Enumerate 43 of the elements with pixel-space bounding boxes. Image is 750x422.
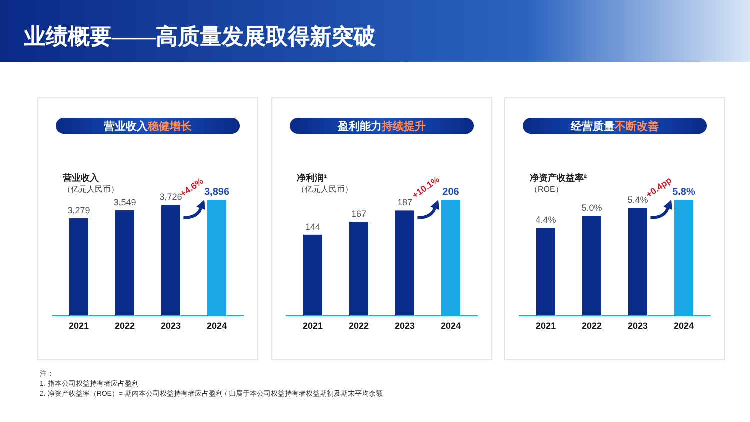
data-label: 5.8% (672, 187, 696, 198)
bar (304, 234, 322, 316)
x-tick-label: 2024 (206, 321, 228, 331)
bar (582, 216, 602, 316)
chart-title: 经营质量不断改善 (570, 120, 659, 133)
x-tick-label: 2023 (160, 321, 182, 331)
x-tick-label: 2023 (394, 321, 416, 331)
chart-title: 营业收入稳健增长 (103, 120, 193, 133)
data-label: 5.0% (582, 203, 602, 213)
chart-subtitle: （亿元人民币） (297, 185, 353, 194)
y-axis-title: 净资产收益率² (530, 173, 587, 183)
bar (116, 210, 134, 316)
chart-subtitle: （ROE） (530, 185, 564, 194)
data-label: 206 (442, 187, 460, 198)
x-tick-label: 2024 (440, 321, 462, 331)
data-label: 3,279 (68, 205, 90, 216)
data-label: 3,896 (204, 187, 230, 198)
data-label: 5.4% (628, 195, 648, 205)
x-tick-label: 2022 (114, 321, 136, 331)
x-tick-label: 2021 (536, 321, 556, 331)
bar (70, 218, 88, 316)
x-tick-label: 2022 (348, 321, 370, 331)
x-tick-label: 2022 (582, 321, 602, 331)
bar (350, 222, 368, 316)
x-tick-label: 2021 (68, 321, 90, 331)
bar (628, 208, 648, 316)
data-label: 3,549 (114, 197, 136, 208)
x-tick-label: 2021 (302, 321, 324, 331)
data-label: 167 (351, 208, 367, 219)
bar (536, 228, 556, 316)
data-label: 187 (397, 198, 413, 208)
y-axis-title: 营业收入 (62, 173, 100, 183)
data-label: 3,726 (160, 192, 182, 202)
chart-title: 盈利能力持续提升 (337, 120, 426, 133)
bar (162, 205, 180, 316)
y-axis-title: 净利润¹ (297, 173, 327, 183)
data-label: 144 (305, 222, 321, 232)
x-tick-label: 2024 (674, 321, 694, 331)
bar (396, 210, 414, 316)
text: 业绩概要——高质量发展取得新突破 (23, 24, 377, 49)
data-label: 4.4% (536, 215, 556, 225)
chart-subtitle: （亿元人民币） (63, 185, 119, 194)
x-tick-label: 2023 (628, 321, 648, 331)
